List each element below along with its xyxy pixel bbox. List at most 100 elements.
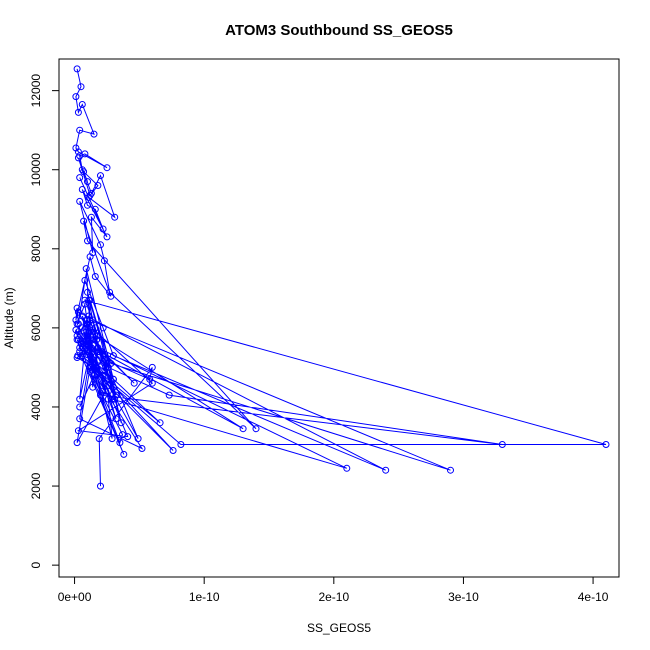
data-point [109,352,117,360]
data-point [99,324,107,332]
y-tick-label: 8000 [29,235,43,262]
data-point [77,83,85,91]
data-point [100,356,108,363]
data-point [80,168,88,176]
data-point [177,441,185,448]
data-point [102,387,110,395]
series-line [75,68,607,487]
data-point [78,324,86,332]
data-point [86,191,94,199]
data-point [104,363,112,371]
data-point [138,445,146,452]
x-tick-label: 1e-10 [189,590,220,604]
data-point [81,332,89,340]
data-point [91,205,99,213]
data-point [76,126,84,134]
data-point [97,482,104,490]
data-point [98,348,106,356]
data-point [73,332,81,340]
data-point [78,166,86,174]
data-point [239,425,247,433]
data-point [76,348,84,356]
data-point [99,225,107,233]
data-point [73,439,81,447]
data-point [78,101,86,108]
data-point [76,415,84,423]
chart-title: ATOM3 Southbound SS_GEOS5 [225,22,453,39]
data-point [91,363,99,371]
data-point [84,201,91,209]
data-point [104,387,112,395]
data-point [81,300,89,308]
data-point [77,340,85,348]
data-point [111,395,119,403]
data-point [252,425,260,433]
data-point [94,332,102,340]
y-tick-label: 12000 [29,74,43,108]
y-tick-label: 10000 [29,153,43,187]
data-point [73,336,81,344]
data-point [120,450,128,458]
data-point [91,273,99,280]
data-point [74,154,82,162]
y-axis-label: Altitude (m) [2,287,16,348]
data-point [84,288,91,296]
data-point [343,464,351,472]
data-point [498,441,506,448]
data-point [76,197,84,205]
data-point [107,292,115,300]
data-point [73,65,81,73]
data-point [86,253,94,261]
data-point [146,375,154,383]
x-tick-label: 3e-10 [448,590,479,604]
data-point [78,186,86,193]
data-point [76,395,84,403]
data-point [86,367,94,375]
data-point [84,332,91,340]
data-point [80,217,88,225]
data-point [112,415,120,423]
data-point [94,348,102,356]
data-point [111,213,119,221]
data-point [85,296,93,304]
data-point [84,178,91,186]
y-tick-label: 2000 [29,472,43,499]
data-point [165,391,173,399]
data-point [85,193,93,201]
data-point [82,265,90,273]
y-tick-label: 0 [29,561,43,568]
y-axis: 0 2000 4000 6000 8000 10000 12000 [29,74,60,568]
data-point [72,93,80,101]
data-point [89,383,97,391]
data-point [106,288,114,296]
data-point [73,320,81,328]
x-tick-label: 4e-10 [578,590,609,604]
data-point [134,435,142,443]
data-point [91,324,99,332]
data-point [89,316,97,324]
data-point [74,328,82,336]
data-point [99,371,107,379]
data-point [447,466,454,474]
data-point [103,164,111,172]
data-point [81,296,89,304]
data-point [76,174,84,182]
data-point [103,233,111,241]
data-point [116,439,124,447]
data-point [76,344,84,352]
data-point [100,257,108,265]
data-point [112,391,120,399]
data-point [602,441,610,448]
data-point [108,435,116,443]
data-point [102,371,110,379]
data-point [90,130,98,138]
data-point [76,152,84,160]
data-point [148,363,156,371]
data-point [80,328,88,336]
data-point [84,237,91,245]
data-point [76,403,84,411]
data-point [130,379,138,387]
data-point [73,304,81,312]
x-tick-label: 2e-10 [318,590,349,604]
